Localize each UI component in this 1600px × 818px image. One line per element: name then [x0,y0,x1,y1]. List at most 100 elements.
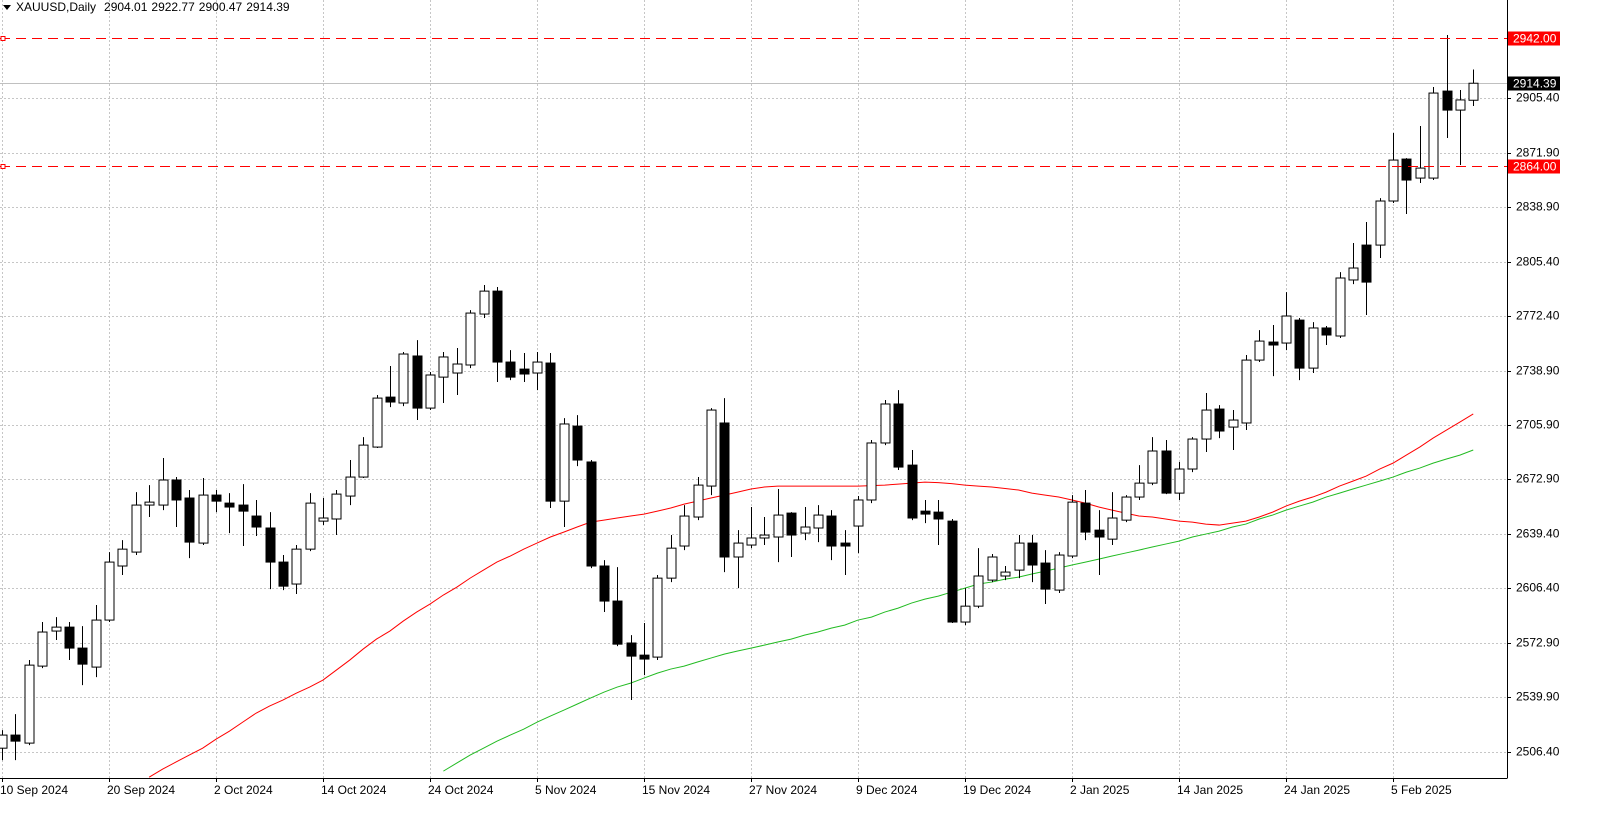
y-tick-label: 2639.40 [1516,527,1560,541]
header-close: 2914.39 [246,0,290,14]
candle-body [1080,502,1091,533]
x-tick-label: 14 Oct 2024 [321,783,387,797]
level-label: 2864.00 [1513,160,1557,174]
candle-body [987,556,998,581]
candle-body [693,484,704,518]
y-tick-label: 2805.40 [1516,255,1560,269]
x-tick-label: 5 Nov 2024 [535,783,597,797]
candle-body [331,493,342,520]
candle-body [1401,158,1412,181]
candle-body [947,520,958,623]
axes: 2506.40 2539.90 2572.90 2606.40 2639.40 2672.… [0,31,1560,797]
candle-body [800,526,811,534]
candle-body [305,502,316,550]
candle-body [866,442,877,501]
y-tick-label: 2606.40 [1516,581,1560,595]
candle-body [1415,167,1426,179]
candle-body [679,515,690,547]
candle-body [251,515,262,528]
candle-body [398,353,409,404]
current-price-label: 2914.39 [1513,77,1557,91]
candle-body [1375,200,1386,246]
candle-body [920,510,931,515]
menu-triangle[interactable] [3,5,11,10]
candle-body [746,537,757,546]
candle-body [211,494,222,502]
candle-body [131,504,142,553]
y-tick-label: 2506.40 [1516,745,1560,759]
candle-body [1134,482,1145,498]
x-tick-label: 24 Oct 2024 [428,783,494,797]
candle-body [278,561,289,587]
candle-body [652,577,663,658]
candle-body [198,494,209,544]
x-tick-label: 5 Feb 2025 [1391,783,1452,797]
candle-body [853,499,864,527]
candle-body [1308,327,1319,369]
candle-body [438,356,449,378]
candle-body [572,425,583,461]
candle-body [117,548,128,567]
candle-body [291,548,302,585]
candle-body [144,501,155,506]
candle-body [1254,340,1265,361]
x-tick-label: 2 Oct 2024 [214,783,273,797]
y-tick-label: 2838.90 [1516,200,1560,214]
candle-body [425,374,436,409]
candle-body [1000,571,1011,577]
candle-body [1468,82,1479,101]
candle-body [1214,408,1225,432]
y-tick-label: 2905.40 [1516,91,1560,105]
candle-body [1321,327,1332,336]
candle-body [1187,438,1198,470]
chart-title: XAUUSD,Daily [16,0,96,14]
y-tick-label: 2871.90 [1516,146,1560,160]
candle-body [733,542,744,558]
candle-body [1455,99,1466,111]
candle-body [479,290,490,315]
candle-body [184,497,195,543]
candle-body [104,561,115,621]
candle-body [318,517,329,522]
candle-body [1054,554,1065,591]
y-tick-label: 2738.90 [1516,364,1560,378]
candle-body [545,362,556,502]
candle-body [880,403,891,444]
candle-body [1361,244,1372,283]
x-tick-label: 24 Jan 2025 [1284,783,1350,797]
candle-body [10,734,21,742]
y-tick-label: 2672.90 [1516,472,1560,486]
candle-body [706,409,717,487]
x-tick-label: 10 Sep 2024 [0,783,68,797]
candle-body [639,654,650,660]
candle-body [1121,496,1132,521]
candle-body [1442,90,1453,111]
candle-body [158,479,169,506]
candle-body [1014,542,1025,571]
candle-body [933,511,944,520]
candle-body [559,423,570,502]
moving-average-line [443,449,1474,772]
candle-body [666,547,677,579]
candle-body [1281,315,1292,344]
candle-body [412,355,423,409]
current-price-box [1508,76,1560,91]
candle-body [238,504,249,512]
candle-body [1147,450,1158,484]
x-tick-label: 14 Jan 2025 [1177,783,1243,797]
candle-body [786,512,797,536]
x-tick-label: 15 Nov 2024 [642,783,710,797]
candle-body [1268,341,1279,346]
candle-body [1228,419,1239,428]
candle-body [358,444,369,478]
candle-body [345,476,356,497]
candle-body [1241,359,1252,424]
level-anchor [0,164,6,169]
candle-body [64,626,75,649]
candle-body [385,396,396,403]
candle-body [973,575,984,607]
candle-body [465,312,476,366]
header-low: 2900.47 [199,0,243,14]
candle-body [505,361,516,378]
